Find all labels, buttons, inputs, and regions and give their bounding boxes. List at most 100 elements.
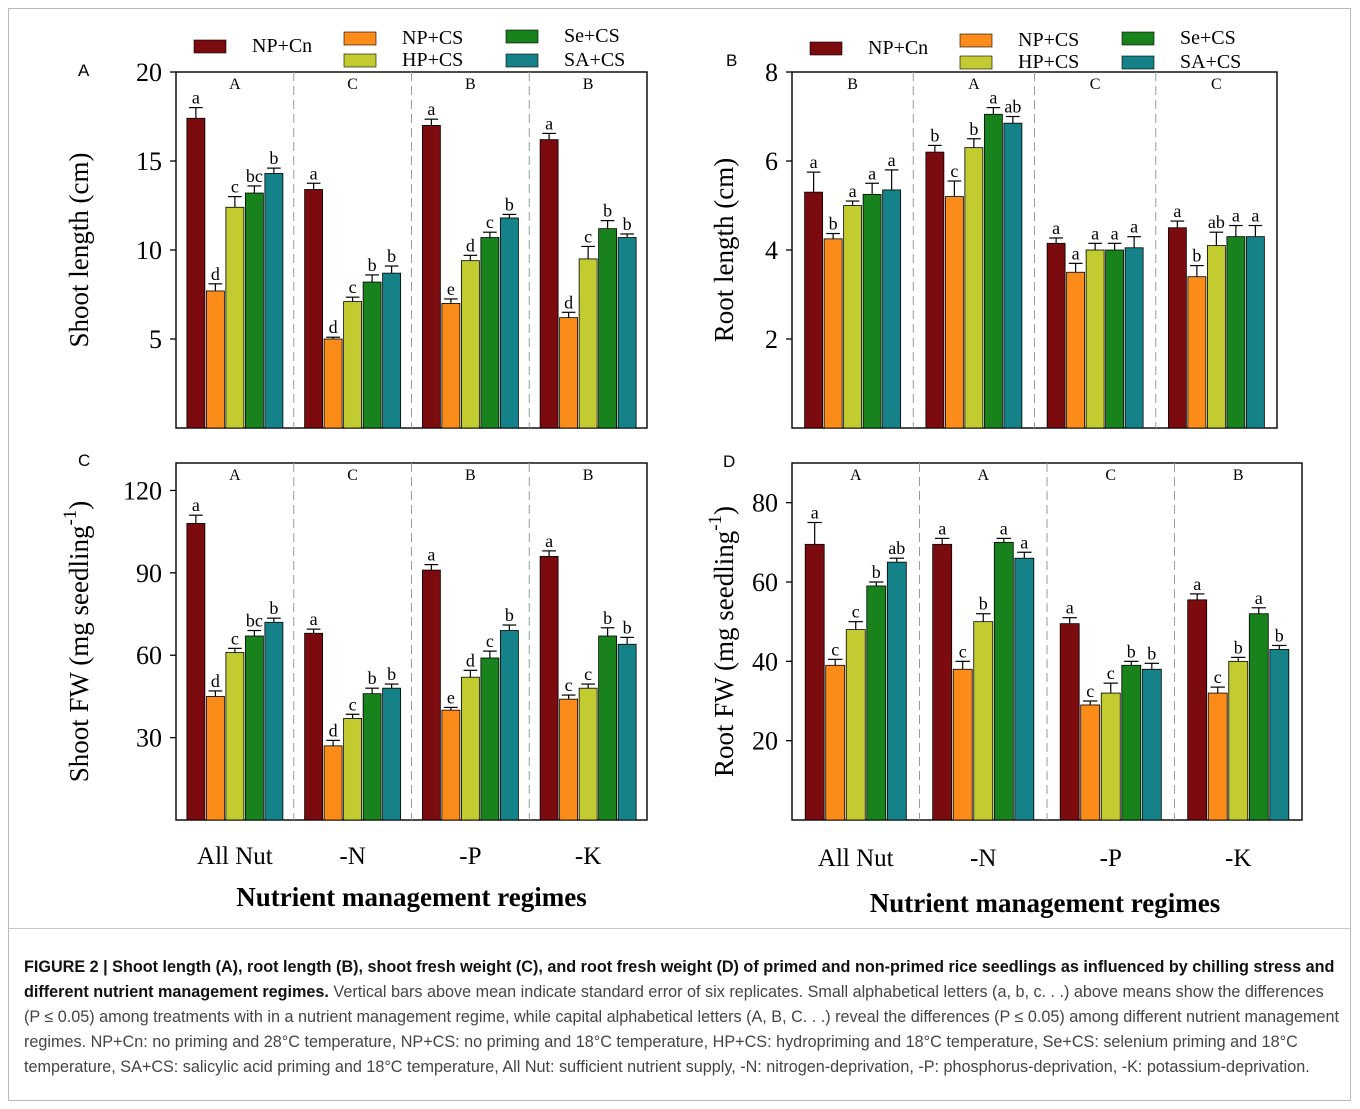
significance-letter: a [989,88,997,108]
bar [1228,660,1249,821]
significance-letter: a [1232,206,1240,226]
bar [1206,245,1226,429]
bar [304,632,324,821]
significance-letter: a [1251,206,1259,226]
bar [952,668,973,821]
bar [1003,122,1023,429]
significance-letter: b [1192,246,1201,266]
significance-letter: c [349,277,357,297]
group-letter: B [583,467,594,484]
bar [973,621,994,821]
bar [825,664,846,821]
y-axis-title-sup: -1 [60,510,81,526]
bar [343,717,363,821]
significance-letter: c [486,212,494,232]
bar [460,676,480,821]
x-tick-label: -P [1100,845,1122,872]
x-tick-label: -P [459,843,481,870]
x-tick-label: -K [1225,845,1251,872]
y-tick-label: 10 [136,236,162,265]
legend-swatch [1121,55,1155,70]
significance-letter: a [192,495,200,515]
significance-letter: a [1173,201,1181,221]
bar [823,238,843,429]
bar [499,217,519,429]
bar [264,621,284,821]
significance-letter: c [852,602,860,622]
bar [1226,236,1246,429]
bar [1059,623,1080,821]
significance-letter: a [545,113,553,133]
y-axis-title: Shoot length (cm) [64,153,94,348]
bar [1245,236,1265,429]
bar [804,543,825,821]
significance-letter: a [868,163,876,183]
bar [441,709,461,821]
group-letter: C [1090,76,1101,93]
y-tick-label: 120 [123,476,162,505]
bar [421,125,441,429]
bar [862,193,882,429]
y-tick-label: 5 [149,325,162,354]
bar [886,561,907,821]
bar [323,745,343,821]
significance-letter: b [930,125,939,145]
y-axis-title: Root FW (mg seedling-1) [705,506,739,777]
bar [1248,613,1269,821]
significance-letter: b [387,664,396,684]
legend-label: HP+CS [1018,51,1079,73]
significance-letter: a [310,609,318,629]
bar [993,541,1014,821]
bar [1207,692,1228,821]
bar [559,317,579,429]
legend-label: HP+CS [402,49,463,71]
bar [1066,271,1086,429]
significance-letter: c [1086,681,1094,701]
y-tick-label: 6 [765,147,778,176]
x-axis-title: Nutrient management regimes [236,882,586,912]
significance-letter: b [368,255,377,275]
legend-label: SA+CS [564,49,625,71]
panel-label: B [726,51,737,70]
significance-letter: c [950,161,958,181]
significance-letter: a [810,152,818,172]
bar [1085,249,1105,429]
bar [244,635,264,821]
significance-letter: a [888,150,896,170]
bar [421,569,441,821]
bar [244,192,264,429]
group-letter: A [850,467,862,484]
bar [1141,668,1162,821]
x-tick-label: -K [575,843,601,870]
caption-text: Vertical bars above mean indicate standa… [24,983,1339,1076]
significance-letter: a [938,518,946,538]
group-letter: A [229,467,241,484]
legend-label: Se+CS [1180,27,1236,49]
group-letter: A [229,76,241,93]
x-axis-title: Nutrient management regimes [870,888,1220,918]
significance-letter: d [211,671,220,691]
x-tick-label: All Nut [818,845,894,872]
significance-letter: a [811,503,819,523]
bar [480,237,500,429]
legend-swatch [959,33,993,48]
bar [343,301,363,429]
chart-panel-c: 30 60 90 120 C Shoot FW (mg seedling-1) A C B Ba a… [60,451,648,912]
significance-letter: d [466,650,475,670]
significance-letter: b [829,214,838,234]
bar [1124,247,1144,429]
bar [578,687,598,821]
y-tick-label: 2 [765,325,778,354]
significance-letter: b [969,119,978,139]
significance-letter: b [368,668,377,688]
bar [225,652,245,821]
bar [1080,704,1101,821]
bar [499,630,519,821]
bar [882,189,902,429]
bar [804,191,824,429]
significance-letter: c [584,664,592,684]
legend-swatch [505,53,539,68]
bar [1121,664,1142,821]
significance-letter: c [959,641,967,661]
